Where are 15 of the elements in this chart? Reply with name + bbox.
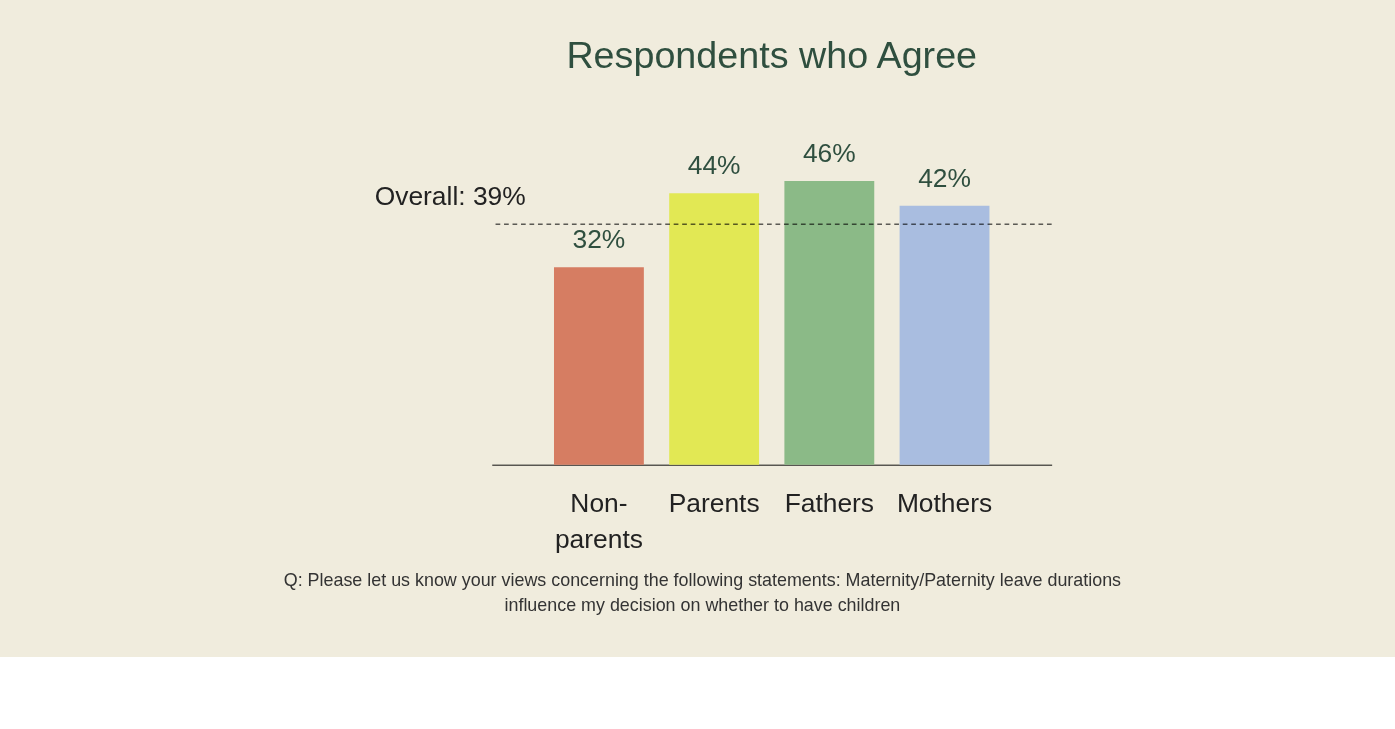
bar xyxy=(553,267,644,465)
ref-line-label: Overall: 39% xyxy=(374,181,526,212)
text: Q: Please let us know your views concerning the following statements: Maternity/Paternity leave durations influence my decision on whether to have children xyxy=(283,570,1122,615)
data-label: 44% xyxy=(687,150,741,181)
x-tick-label: Parents xyxy=(668,488,760,519)
x-tick-label: Mothers xyxy=(896,488,993,519)
data-label: 46% xyxy=(802,138,856,169)
bar xyxy=(669,193,760,465)
bar xyxy=(899,205,990,465)
data-label: 32% xyxy=(572,224,626,255)
data-label: 42% xyxy=(918,162,971,193)
bar xyxy=(784,180,875,465)
chart-title: Respondents who Agree xyxy=(566,33,978,76)
x-tick-label: Non-parents xyxy=(554,488,643,555)
x-tick-label: Fathers xyxy=(784,488,875,519)
